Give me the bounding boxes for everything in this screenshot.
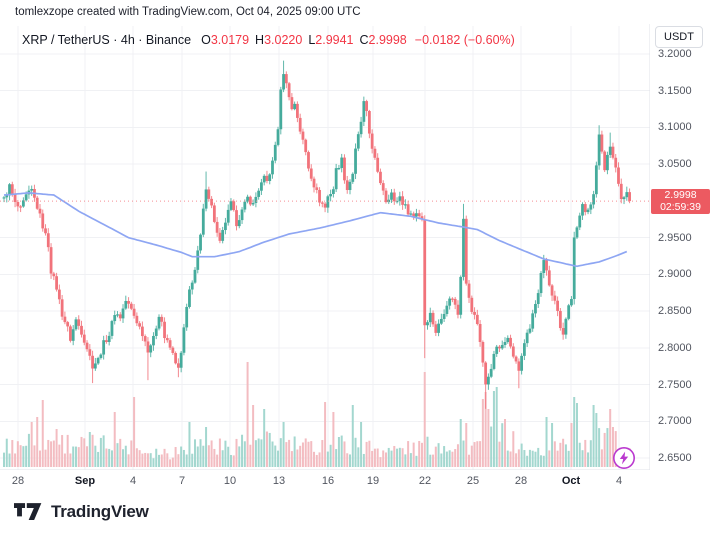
ohlc-value: 3.0220 [264, 33, 303, 47]
tradingview-wordmark: TradingView [51, 502, 149, 521]
change-value: −0.0182 (−0.60%) [414, 33, 515, 47]
x-tick-label: 16 [321, 475, 335, 487]
instant-order-button[interactable] [612, 446, 636, 470]
x-tick-label: 28 [514, 475, 528, 487]
ohlc-key: H [255, 33, 265, 47]
ohlc-value: 3.0179 [210, 33, 250, 47]
ohlc-value: 2.9998 [368, 33, 407, 47]
x-tick-label: 28 [11, 475, 25, 487]
ohlc-item: O3.0179 [201, 33, 249, 47]
x-tick-label: 4 [129, 475, 137, 487]
x-tick-label: 22 [418, 475, 432, 487]
ohlc-value: 2.9941 [315, 33, 354, 47]
candles-layer [2, 60, 631, 409]
y-tick-label: 3.1500 [658, 84, 692, 97]
y-tick-label: 3.1000 [658, 121, 692, 134]
ohlc-item: H3.0220 [255, 33, 302, 47]
ohlc-item: L2.9941 [308, 33, 353, 47]
currency-unit-button[interactable]: USDT [655, 26, 703, 48]
volume-layer [3, 362, 631, 467]
y-tick-label: 2.7500 [658, 378, 692, 391]
y-tick-label: 2.9000 [658, 268, 692, 281]
y-tick-label: 2.9500 [658, 231, 692, 244]
lightning-icon [613, 447, 635, 469]
last-price-value: 2.9998 [664, 189, 697, 202]
x-tick-label: 7 [178, 475, 186, 487]
y-tick-label: 3.0500 [658, 158, 692, 171]
x-tick-label: 25 [466, 475, 480, 487]
ma-line [3, 191, 628, 268]
x-tick-label: 10 [223, 475, 237, 487]
price-axis[interactable]: USDT 2.9998 02:59:39 3.2000 3.1500 3.1000 3… [650, 24, 713, 470]
ohlc-key: C [359, 33, 369, 47]
y-tick-label: 2.8500 [658, 305, 692, 318]
ohlc-item: C2.9998 [360, 33, 407, 47]
attribution-text: tomlexzope created with TradingView.com,… [15, 6, 361, 18]
tradingview-logo[interactable]: TradingView [14, 502, 149, 522]
last-price-label: 2.9998 02:59:39 [651, 189, 710, 215]
symbol-title[interactable]: XRP / TetherUS · 4h · Binance [22, 33, 192, 47]
ohlc-values: O3.0179 H3.0220 L2.9941 C2.9998 [201, 33, 413, 47]
time-axis[interactable]: 28 Sep 4 7 10 13 16 19 22 25 28 Oct 4 [0, 470, 713, 490]
tradingview-logo-icon [14, 503, 42, 520]
y-tick-label: 2.8000 [658, 341, 692, 354]
y-tick-label: 3.2000 [658, 48, 692, 60]
ohlc-key: O [201, 33, 211, 47]
x-tick-label: 13 [272, 475, 286, 487]
ohlc-key: L [308, 33, 316, 47]
x-tick-label: Sep [74, 475, 96, 487]
bar-countdown: 02:59:39 [660, 200, 701, 213]
x-tick-label: 4 [615, 475, 623, 487]
x-tick-label: Oct [561, 475, 581, 487]
y-tick-label: 2.7000 [658, 415, 692, 428]
x-tick-label: 19 [366, 475, 380, 487]
symbol-legend: XRP / TetherUS · 4h · Binance O3.0179 H3.0… [22, 33, 515, 47]
footer: TradingView [0, 490, 713, 536]
y-tick-label: 2.6500 [658, 452, 692, 465]
